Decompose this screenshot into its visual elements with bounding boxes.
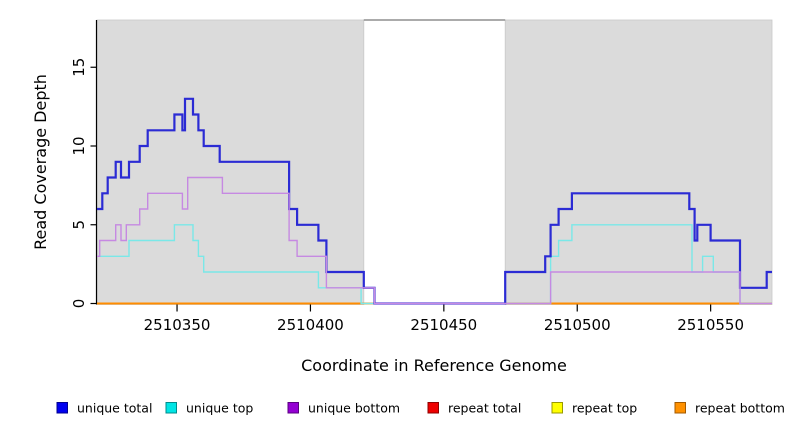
legend: unique total unique top unique bottom re… (56, 401, 785, 416)
legend-label-unique-top: unique top (186, 401, 253, 416)
x-tick-labels: 2510350 2510400 2510450 2510500 2510550 (144, 316, 744, 334)
x-tick-label: 2510550 (677, 316, 744, 334)
x-tick-label: 2510500 (544, 316, 611, 334)
legend-item-unique-bottom: unique bottom (287, 401, 400, 416)
legend-label-unique-total: unique total (77, 401, 152, 416)
y-tick-label: 15 (70, 58, 88, 77)
y-tick-labels: 0 5 10 15 (70, 58, 88, 309)
legend-label-repeat-total: repeat total (448, 401, 521, 416)
y-axis-label: Read Coverage Depth (31, 74, 50, 250)
legend-item-unique-total: unique total (56, 401, 152, 416)
legend-swatch-repeat-top (551, 402, 563, 414)
legend-swatch-unique-total (56, 402, 68, 414)
shaded-regions (96, 19, 773, 305)
series-lines (97, 97, 772, 305)
series-line-unique-bottom (97, 176, 772, 305)
legend-item-unique-top: unique top (165, 401, 253, 416)
legend-swatch-repeat-total (427, 402, 439, 414)
legend-swatch-unique-top (165, 402, 177, 414)
legend-label-unique-bottom: unique bottom (308, 401, 400, 416)
legend-item-repeat-top: repeat top (551, 401, 637, 416)
legend-swatch-repeat-bottom (674, 402, 686, 414)
series-line-unique-total (97, 97, 772, 305)
x-tick-label: 2510450 (410, 316, 477, 334)
legend-label-repeat-top: repeat top (572, 401, 637, 416)
x-tick-label: 2510350 (144, 316, 211, 334)
legend-label-repeat-bottom: repeat bottom (695, 401, 785, 416)
x-tick-label: 2510400 (277, 316, 344, 334)
axes (90, 20, 712, 312)
x-axis-label: Coordinate in Reference Genome (301, 356, 567, 375)
legend-item-repeat-bottom: repeat bottom (674, 401, 785, 416)
y-tick-label: 5 (70, 220, 88, 230)
y-tick-label: 10 (70, 136, 88, 155)
y-tick-label: 0 (70, 299, 88, 309)
legend-swatch-unique-bottom (287, 402, 299, 414)
legend-item-repeat-total: repeat total (427, 401, 521, 416)
